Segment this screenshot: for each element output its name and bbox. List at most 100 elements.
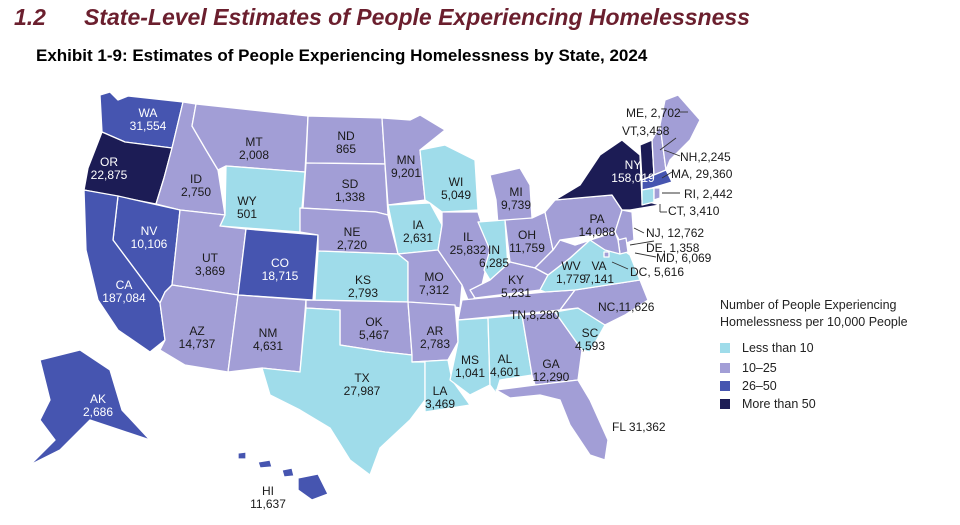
state-shape-fl (495, 379, 609, 461)
state-value-nd: 865 (336, 142, 356, 156)
state-label-tx: TX 27,987 (344, 371, 381, 398)
state-shape-dc (603, 251, 610, 258)
state-abbr-ut: UT (202, 251, 219, 265)
state-abbr-ok: OK (365, 315, 382, 329)
state-label-al: AL 4,601 (490, 352, 520, 379)
legend-label-very-high: More than 50 (742, 397, 816, 411)
state-shape-tx (261, 307, 426, 476)
state-abbr-nd: ND (337, 129, 355, 143)
state-value-id: 2,750 (181, 185, 211, 199)
section-heading: 1.2 State-Level Estimates of People Exper… (14, 4, 750, 31)
state-label-oh: OH 11,759 (509, 228, 545, 255)
state-abbr-nm: NM (259, 326, 278, 340)
state-label-hi: HI 11,637 (250, 484, 286, 511)
legend-label-high: 26–50 (742, 379, 777, 393)
state-abbr-tx: TX (354, 371, 369, 385)
section-number: 1.2 (14, 4, 46, 30)
state-value-or: 22,875 (91, 168, 128, 182)
state-label-ga: GA 12,290 (533, 357, 570, 384)
state-label-pa: PA 14,088 (579, 212, 616, 239)
state-abbr-or: OR (100, 155, 118, 169)
state-label-sd: SD 1,338 (335, 177, 365, 204)
legend-item-very-high: More than 50 (720, 397, 816, 413)
state-label-or: OR 22,875 (91, 155, 128, 182)
state-abbr-ky: KY (508, 273, 524, 287)
state-shape-ca (83, 189, 166, 353)
state-value-al: 4,601 (490, 365, 520, 379)
state-abbr-wi: WI (449, 175, 464, 189)
state-value-ak: 2,686 (83, 405, 113, 419)
state-label-ut: UT 3,869 (195, 251, 225, 278)
state-abbr-mn: MN (397, 153, 416, 167)
state-shape-wi (419, 144, 479, 213)
state-label-ak: AK 2,686 (83, 392, 113, 419)
state-label-nc: NC,11,626 (598, 300, 655, 314)
state-value-hi: 11,637 (250, 497, 286, 511)
state-shape-ak (29, 349, 151, 466)
state-value-ut: 3,869 (195, 264, 225, 278)
state-label-md: MD, 6,069 (656, 251, 712, 265)
legend-swatch-medium (720, 363, 730, 373)
state-abbr-nv: NV (141, 224, 158, 238)
state-value-il: 25,832 (450, 243, 487, 257)
state-label-tn: TN,8,280 (510, 308, 560, 322)
state-abbr-va: VA (591, 259, 606, 273)
state-label-nm: NM 4,631 (253, 326, 283, 353)
legend-swatch-low (720, 343, 730, 353)
legend-title: Number of People Experiencing Homelessnes… (720, 297, 950, 331)
state-value-wi: 5,049 (441, 188, 471, 202)
state-label-fl: FL 31,362 (612, 420, 666, 434)
state-value-ms: 1,041 (455, 366, 485, 380)
state-shape-wy (219, 165, 306, 233)
state-abbr-ak: AK (90, 392, 106, 406)
legend-title-line1: Number of People Experiencing (720, 298, 897, 312)
state-value-ks: 2,793 (348, 286, 378, 300)
state-label-ky: KY 5,231 (501, 273, 531, 300)
state-value-wa: 31,554 (130, 119, 167, 133)
legend-label-low: Less than 10 (742, 341, 814, 355)
state-abbr-ar: AR (427, 324, 444, 338)
state-label-dc: DC, 5,616 (630, 265, 684, 279)
state-shape-la (411, 359, 471, 413)
legend-item-low: Less than 10 (720, 341, 814, 357)
state-label-id: ID 2,750 (181, 172, 211, 199)
state-label-nd: ND 865 (336, 129, 356, 156)
legend-item-high: 26–50 (720, 379, 777, 395)
state-value-va: 7,141 (584, 272, 614, 286)
state-abbr-co: CO (271, 256, 289, 270)
state-abbr-ks: KS (355, 273, 371, 287)
state-abbr-pa: PA (589, 212, 604, 226)
state-abbr-ms: MS (461, 353, 479, 367)
state-abbr-la: LA (433, 384, 448, 398)
state-value-pa: 14,088 (579, 225, 616, 239)
state-value-ny: 158,019 (611, 171, 655, 185)
leader-lines (611, 111, 688, 270)
state-label-ct: CT, 3,410 (668, 204, 720, 218)
state-value-mo: 7,312 (419, 283, 449, 297)
state-value-mi: 9,739 (501, 198, 531, 212)
state-value-sc: 4,593 (575, 339, 605, 353)
state-abbr-az: AZ (189, 324, 204, 338)
state-label-co: CO 18,715 (262, 256, 299, 283)
state-abbr-mo: MO (424, 270, 443, 284)
state-label-nj: NJ, 12,762 (646, 226, 704, 240)
state-label-ne: NE 2,720 (337, 225, 367, 252)
legend-swatch-high (720, 381, 730, 391)
state-abbr-wv: WV (561, 259, 580, 273)
state-value-ca: 187,084 (102, 291, 146, 305)
state-value-co: 18,715 (262, 269, 299, 283)
state-abbr-ca: CA (116, 278, 133, 292)
state-value-mt: 2,008 (239, 148, 269, 162)
state-abbr-ga: GA (542, 357, 559, 371)
state-value-la: 3,469 (425, 397, 455, 411)
state-label-ca: CA 187,084 (102, 278, 146, 305)
state-value-ga: 12,290 (533, 370, 570, 384)
state-label-nh: NH,2,245 (680, 150, 731, 164)
state-label-mn: MN 9,201 (391, 153, 421, 180)
state-abbr-in: IN (488, 243, 500, 257)
exhibit-title: Exhibit 1-9: Estimates of People Experie… (36, 46, 648, 65)
state-shape-me (659, 94, 701, 171)
state-label-in: IN 6,285 (479, 243, 509, 270)
